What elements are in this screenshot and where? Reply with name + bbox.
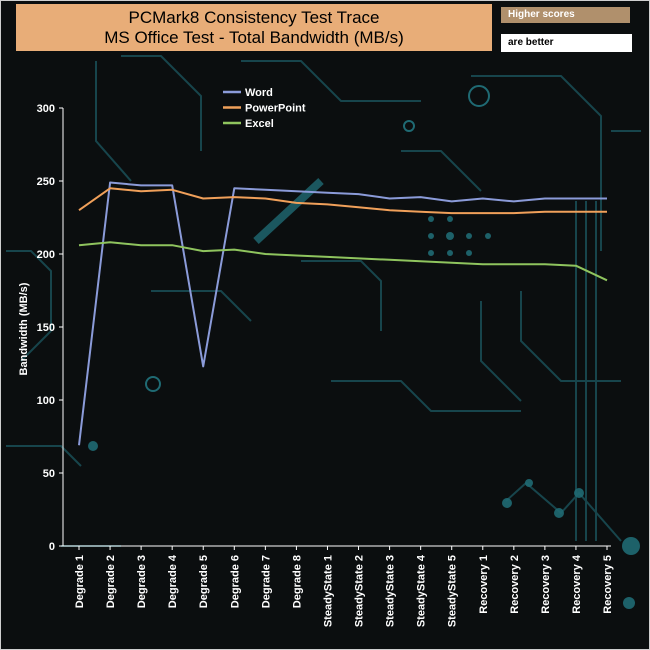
series-line-word [78, 181, 607, 446]
chart-title-line2: MS Office Test - Total Bandwidth (MB/s) [104, 28, 404, 47]
legend-label-powerpoint: PowerPoint [245, 103, 306, 115]
x-tick-label: SteadyState 1 [322, 555, 334, 627]
axes [62, 108, 611, 547]
legend: Word PowerPoint Excel [223, 87, 306, 130]
x-tick-label: Degrade 4 [167, 554, 179, 608]
x-tick-label: Recovery 4 [571, 554, 583, 614]
x-tick-label: Recovery 5 [602, 555, 614, 614]
higher-scores-note: Higher scores [501, 7, 630, 23]
x-tick-label: Degrade 1 [74, 555, 86, 608]
y-axis-label: Bandwidth (MB/s) [18, 282, 30, 375]
legend-label-word: Word [245, 87, 273, 99]
y-ticks: 0 50 100 150 200 250 300 [37, 103, 63, 553]
x-tick-label: Degrade 8 [291, 555, 303, 608]
x-tick-label: SteadyState 5 [447, 555, 459, 627]
chart-title-box: PCMark8 Consistency Test Trace MS Office… [16, 4, 492, 51]
legend-label-excel: Excel [245, 118, 274, 130]
series-line-powerpoint [78, 187, 607, 215]
x-tick-label: SteadyState 2 [354, 555, 366, 627]
x-tick-label: Degrade 2 [105, 555, 117, 608]
x-tick-label: Recovery 2 [509, 555, 521, 614]
x-tick-label: Recovery 1 [478, 555, 490, 614]
x-tick-label: Degrade 3 [136, 555, 148, 608]
y-tick-label: 100 [37, 395, 55, 407]
y-tick-label: 0 [49, 541, 55, 553]
series-lines [78, 181, 608, 446]
y-tick-label: 50 [43, 468, 55, 480]
series-line-excel [78, 241, 608, 282]
x-tick-label: Recovery 3 [540, 555, 552, 614]
x-tick-label: Degrade 5 [198, 555, 210, 608]
y-tick-label: 250 [37, 176, 55, 188]
x-tick-label: SteadyState 3 [385, 555, 397, 627]
chart-title-line1: PCMark8 Consistency Test Trace [128, 8, 380, 27]
x-tick-label: Degrade 7 [260, 555, 272, 608]
x-tick-label: Degrade 6 [229, 555, 241, 608]
x-ticks: Degrade 1 Degrade 2 Degrade 3 Degrade 4 Degr… [74, 546, 614, 627]
are-better-note: are better [501, 34, 632, 52]
y-tick-label: 150 [37, 322, 55, 334]
y-tick-label: 300 [37, 103, 55, 115]
y-tick-label: 200 [37, 249, 55, 261]
x-tick-label: SteadyState 4 [416, 554, 428, 627]
